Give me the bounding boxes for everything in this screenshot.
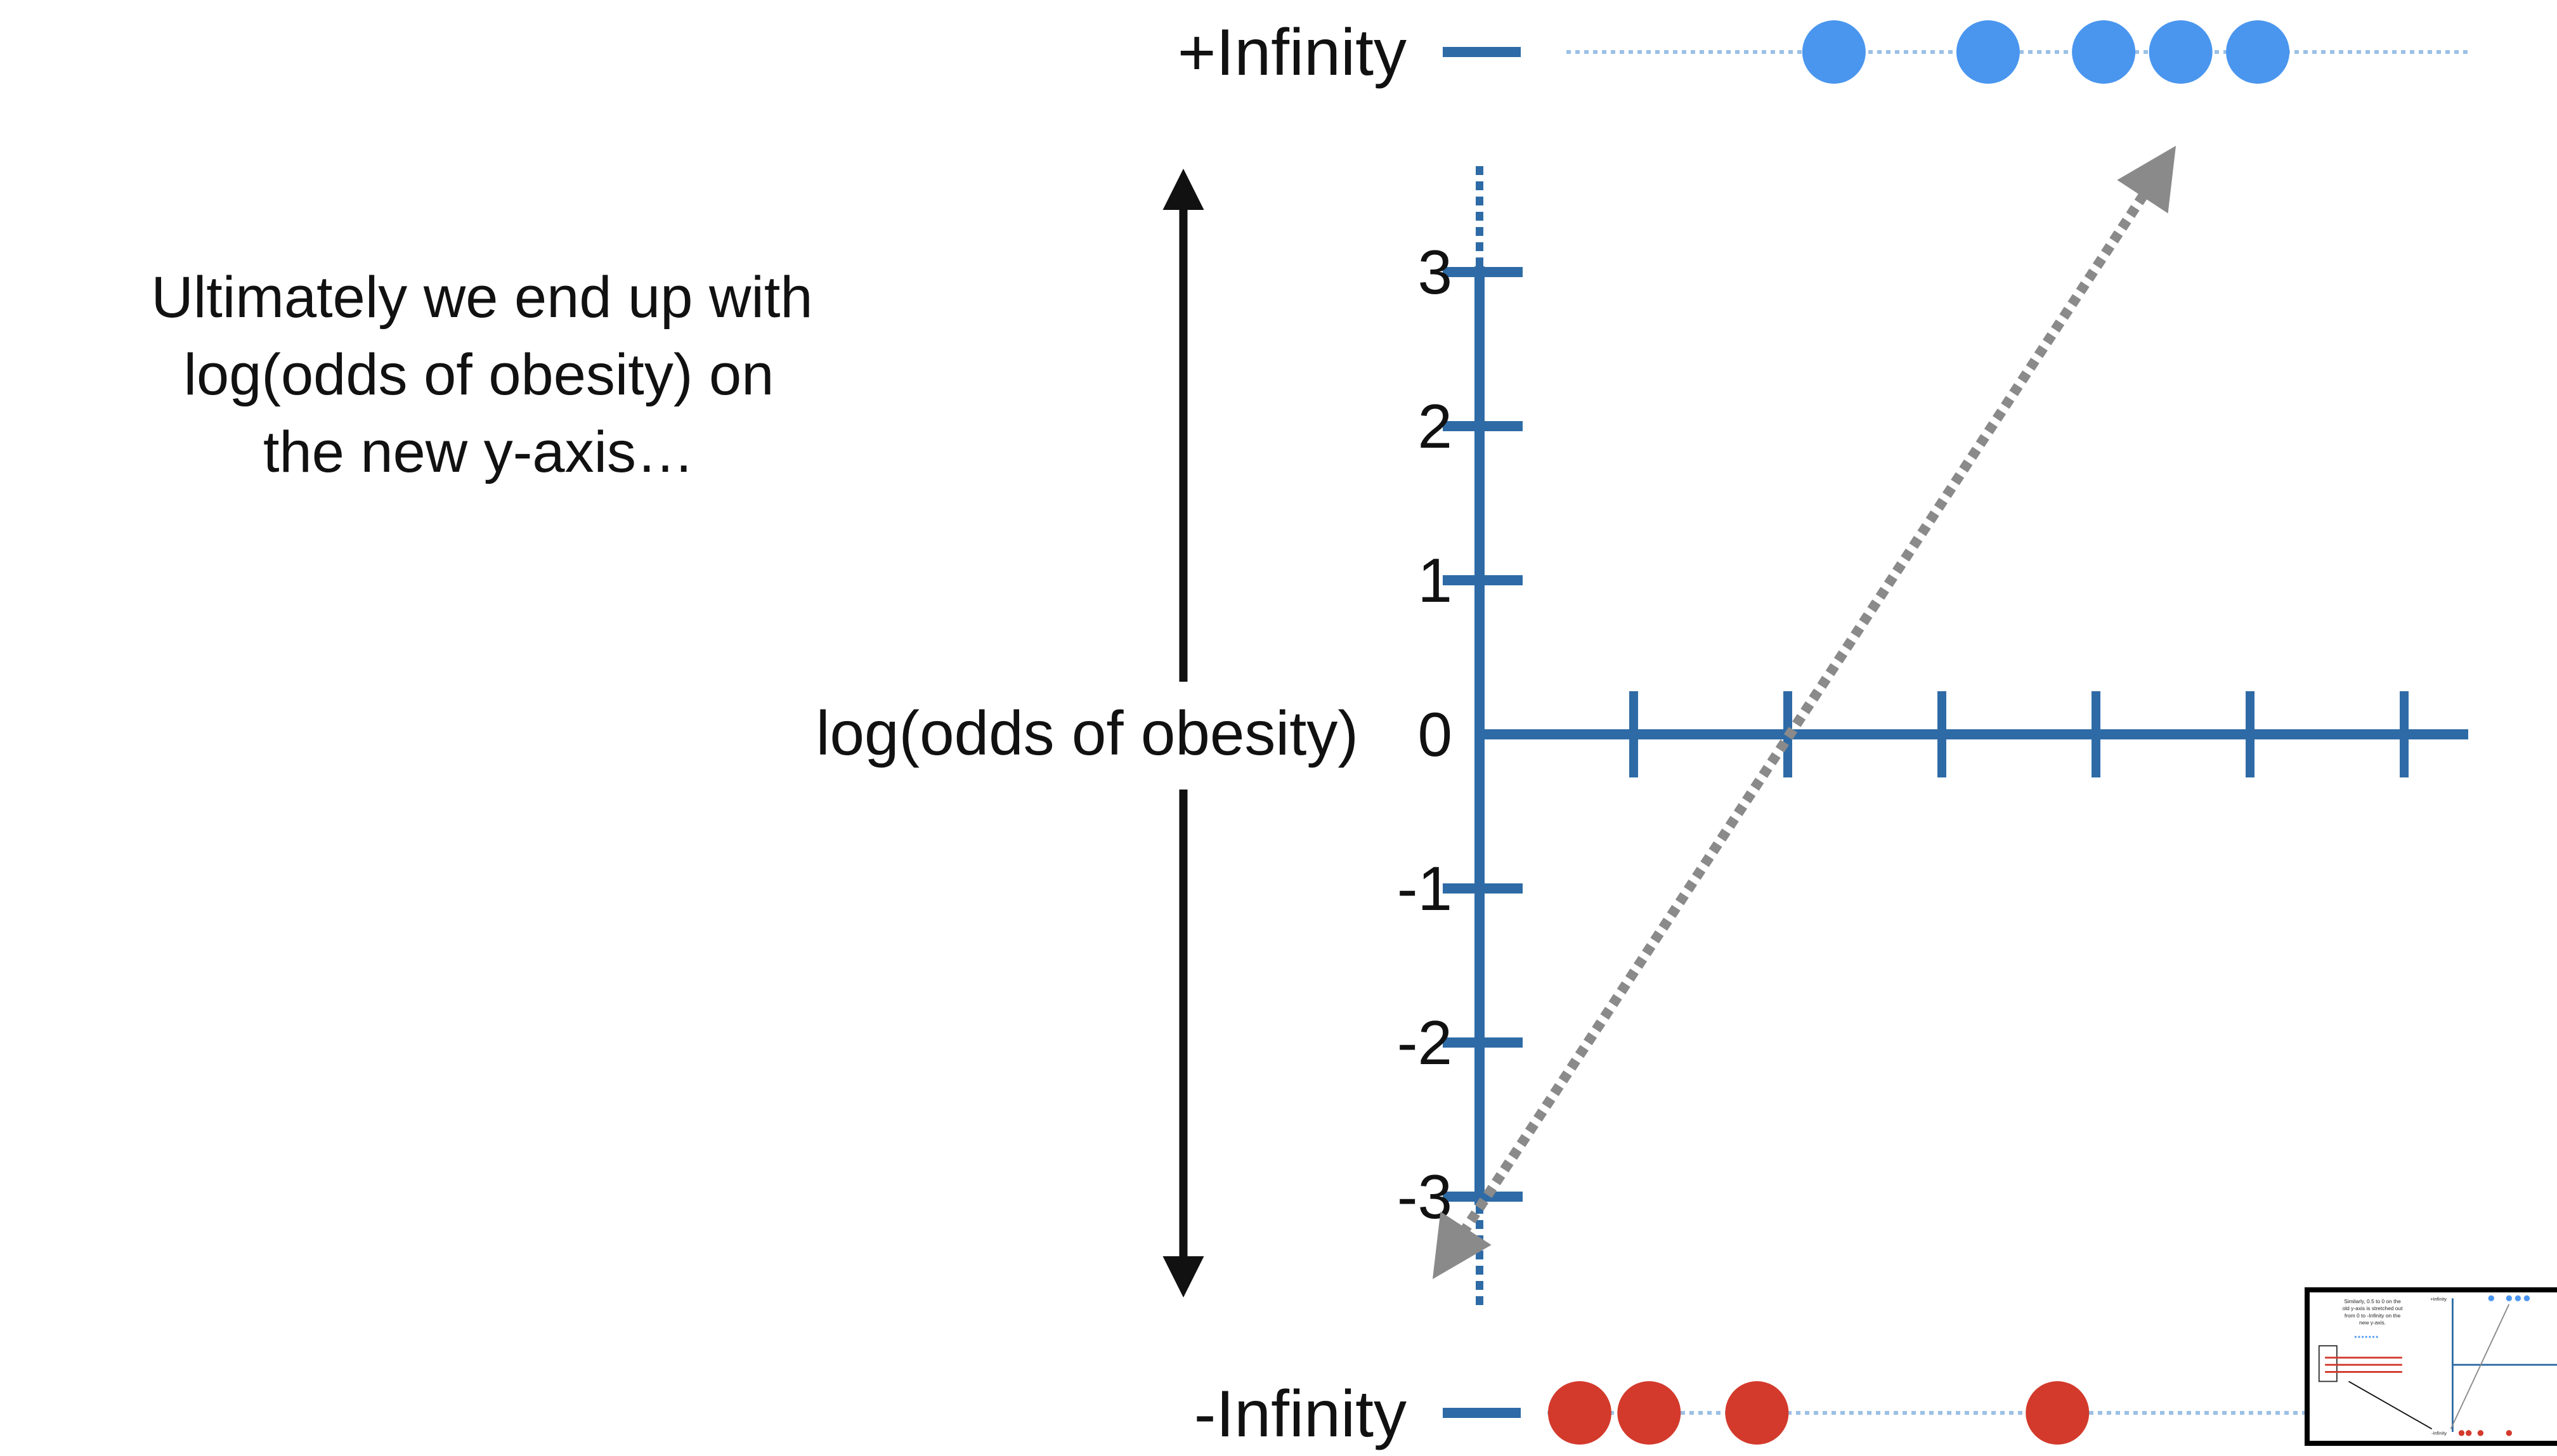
- data-point-not-obese: [1547, 1381, 1611, 1445]
- y-tick-label: -3: [1397, 1162, 1452, 1232]
- y-tick-label: 3: [1417, 237, 1452, 307]
- dashed-diagonal-arrow: [1432, 145, 2176, 1280]
- caption-line-3: the new y-axis…: [263, 420, 694, 484]
- thumb-caption-2: old y-axis is stretched out: [2343, 1305, 2404, 1311]
- thumb-blue-point: [2488, 1295, 2494, 1302]
- data-point-obese: [1956, 20, 2020, 84]
- data-point-obese: [2226, 20, 2290, 84]
- thumbnail-svg: Similarly, 0.5 to 0 on the old y-axis is…: [2313, 1292, 2557, 1441]
- minus-infinity-label: -Infinity: [1194, 1377, 1407, 1451]
- thumb-bottom-label: -Infinity: [2431, 1431, 2447, 1436]
- y-tick-label: -2: [1397, 1008, 1452, 1077]
- data-point-obese: [2072, 20, 2136, 84]
- thumb-blue-point: [2506, 1295, 2512, 1302]
- caption-line-2: log(odds of obesity) on: [184, 342, 774, 407]
- data-point-obese: [2149, 20, 2213, 84]
- slide-thumbnail[interactable]: Similarly, 0.5 to 0 on the old y-axis is…: [2305, 1287, 2557, 1446]
- thumb-red-point: [2477, 1430, 2484, 1436]
- bottom-points-group: [1547, 1381, 2090, 1445]
- y-tick-label: 1: [1417, 545, 1452, 615]
- caption-line-1: Ultimately we end up with: [151, 265, 812, 330]
- thumb-left-panel: [2318, 1345, 2338, 1382]
- data-point-not-obese: [1725, 1381, 1789, 1445]
- y-tick-label: 0: [1417, 699, 1452, 769]
- thumb-diagonal: [2450, 1304, 2510, 1429]
- thumb-red-point: [2458, 1430, 2465, 1436]
- y-tick-label: 2: [1417, 391, 1452, 461]
- thumb-top-label: +Infinity: [2430, 1296, 2447, 1302]
- top-points-group: [1802, 20, 2290, 84]
- thumb-caption-1: Similarly, 0.5 to 0 on the: [2344, 1298, 2401, 1304]
- thumb-red-point: [2465, 1430, 2472, 1436]
- data-point-not-obese: [1617, 1381, 1681, 1445]
- y-axis-label: log(odds of obesity): [816, 698, 1358, 768]
- thumb-caption-4: new y-axis.: [2359, 1320, 2386, 1326]
- plus-infinity-label: +Infinity: [1178, 16, 1407, 89]
- thumb-blue-point: [2515, 1295, 2521, 1302]
- y-tick-label: -1: [1397, 854, 1452, 923]
- thumb-blue-point: [2523, 1295, 2530, 1302]
- data-point-obese: [1802, 20, 1866, 84]
- data-point-not-obese: [2026, 1381, 2090, 1445]
- thumb-red-point: [2506, 1430, 2512, 1436]
- thumb-caption-3: from 0 to -Infinity on the: [2345, 1312, 2401, 1318]
- thumb-pointer: [2348, 1381, 2433, 1430]
